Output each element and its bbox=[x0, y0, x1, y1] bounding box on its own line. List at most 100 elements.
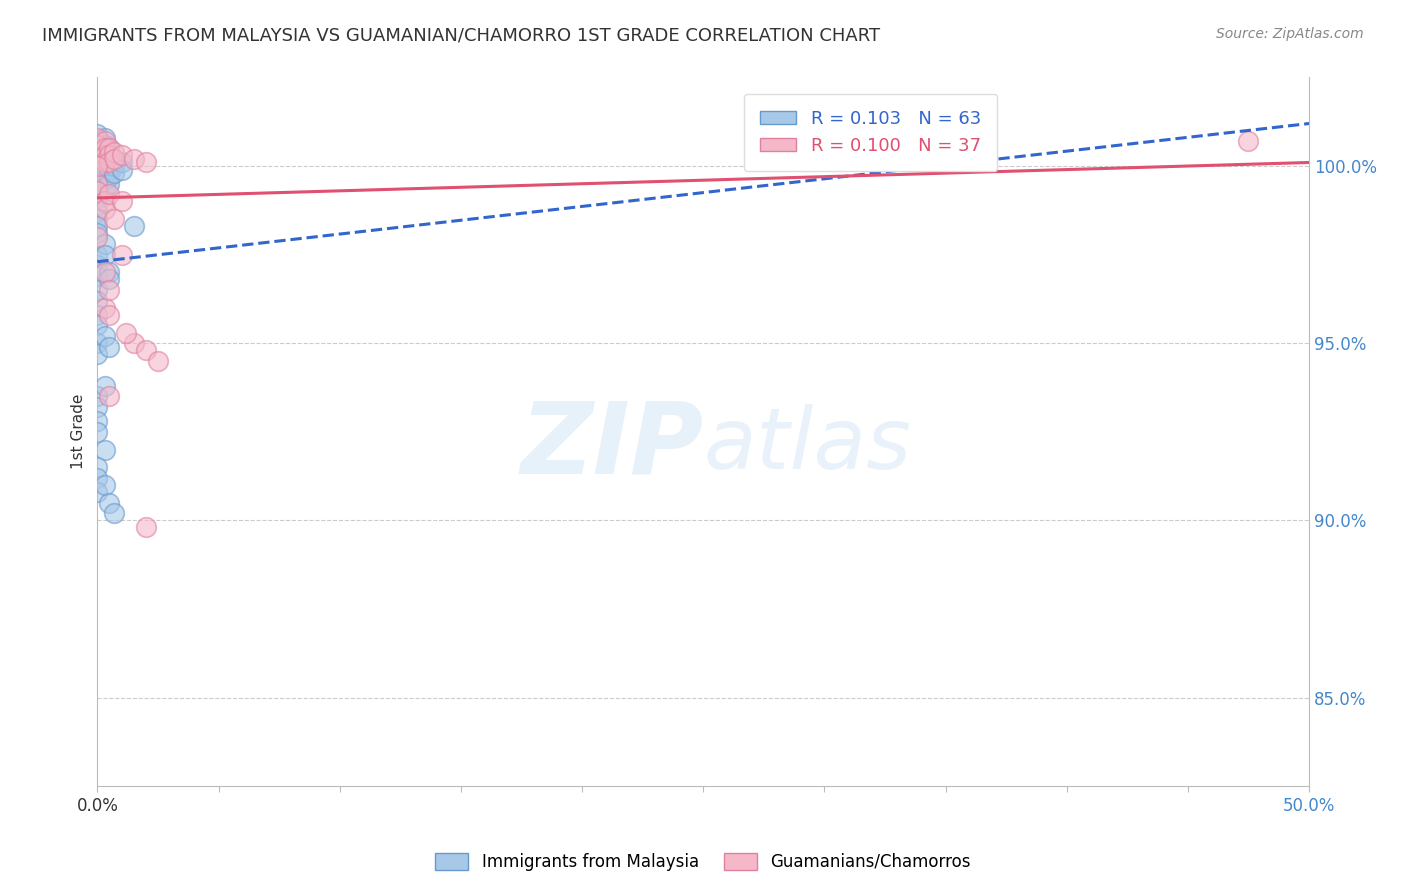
Point bbox=[98, 308, 121, 322]
Point bbox=[86, 389, 108, 403]
Point bbox=[135, 343, 157, 358]
Point bbox=[86, 184, 108, 198]
Point bbox=[86, 137, 108, 152]
Point bbox=[86, 130, 108, 145]
Point bbox=[86, 414, 108, 428]
Point bbox=[86, 198, 108, 212]
Point bbox=[103, 212, 125, 227]
Point bbox=[98, 148, 121, 162]
Point bbox=[1237, 134, 1260, 148]
Point bbox=[146, 354, 169, 368]
Point bbox=[93, 301, 115, 315]
Point bbox=[93, 141, 115, 155]
Point bbox=[98, 265, 121, 279]
Point bbox=[93, 137, 115, 152]
Point bbox=[93, 202, 115, 216]
Text: ZIP: ZIP bbox=[520, 398, 703, 494]
Point bbox=[86, 227, 108, 241]
Point bbox=[86, 127, 108, 141]
Point bbox=[86, 177, 108, 191]
Point bbox=[93, 442, 115, 457]
Point bbox=[135, 520, 157, 534]
Y-axis label: 1st Grade: 1st Grade bbox=[72, 394, 86, 469]
Point bbox=[98, 389, 121, 403]
Point bbox=[98, 155, 121, 169]
Point bbox=[98, 340, 121, 354]
Point bbox=[86, 159, 108, 173]
Point bbox=[93, 134, 115, 148]
Point bbox=[86, 155, 108, 169]
Point bbox=[98, 162, 121, 177]
Point bbox=[86, 471, 108, 485]
Point bbox=[86, 283, 108, 297]
Point bbox=[98, 155, 121, 169]
Point bbox=[93, 173, 115, 187]
Point bbox=[110, 155, 132, 169]
Point bbox=[115, 326, 138, 340]
Point bbox=[103, 152, 125, 166]
Point bbox=[86, 152, 108, 166]
Point bbox=[86, 258, 108, 272]
Point bbox=[86, 308, 108, 322]
Point bbox=[93, 155, 115, 169]
Point bbox=[110, 148, 132, 162]
Point bbox=[86, 247, 108, 261]
Text: Source: ZipAtlas.com: Source: ZipAtlas.com bbox=[1216, 27, 1364, 41]
Point bbox=[86, 134, 108, 148]
Point bbox=[122, 152, 145, 166]
Point bbox=[93, 130, 115, 145]
Point bbox=[86, 400, 108, 414]
Point bbox=[135, 155, 157, 169]
Point bbox=[98, 283, 121, 297]
Point bbox=[86, 205, 108, 219]
Point bbox=[93, 237, 115, 252]
Point bbox=[122, 219, 145, 234]
Point bbox=[93, 180, 115, 194]
Point bbox=[98, 148, 121, 162]
Point bbox=[86, 141, 108, 155]
Point bbox=[98, 187, 121, 202]
Point bbox=[86, 268, 108, 283]
Point bbox=[103, 159, 125, 173]
Point bbox=[86, 460, 108, 475]
Point bbox=[93, 265, 115, 279]
Point bbox=[103, 152, 125, 166]
Point bbox=[86, 318, 108, 333]
Point bbox=[86, 293, 108, 308]
Point bbox=[110, 247, 132, 261]
Legend: R = 0.103   N = 63, R = 0.100   N = 37: R = 0.103 N = 63, R = 0.100 N = 37 bbox=[744, 94, 997, 171]
Point bbox=[86, 148, 108, 162]
Point bbox=[86, 485, 108, 500]
Point bbox=[86, 212, 108, 227]
Point bbox=[93, 378, 115, 392]
Point bbox=[86, 169, 108, 184]
Point bbox=[122, 336, 145, 351]
Text: atlas: atlas bbox=[703, 404, 911, 487]
Point bbox=[93, 145, 115, 159]
Point bbox=[98, 496, 121, 510]
Point bbox=[98, 169, 121, 184]
Point bbox=[93, 152, 115, 166]
Point bbox=[86, 177, 108, 191]
Point bbox=[86, 425, 108, 439]
Legend: Immigrants from Malaysia, Guamanians/Chamorros: Immigrants from Malaysia, Guamanians/Cha… bbox=[426, 845, 980, 880]
Point bbox=[103, 506, 125, 520]
Text: IMMIGRANTS FROM MALAYSIA VS GUAMANIAN/CHAMORRO 1ST GRADE CORRELATION CHART: IMMIGRANTS FROM MALAYSIA VS GUAMANIAN/CH… bbox=[42, 27, 880, 45]
Point bbox=[86, 347, 108, 361]
Point bbox=[86, 219, 108, 234]
Point bbox=[110, 194, 132, 209]
Point bbox=[103, 166, 125, 180]
Point bbox=[110, 162, 132, 177]
Point bbox=[103, 145, 125, 159]
Point bbox=[98, 177, 121, 191]
Point bbox=[86, 184, 108, 198]
Point bbox=[86, 145, 108, 159]
Point bbox=[93, 194, 115, 209]
Point bbox=[98, 141, 121, 155]
Point bbox=[86, 162, 108, 177]
Point bbox=[93, 329, 115, 343]
Point bbox=[93, 166, 115, 180]
Point bbox=[86, 230, 108, 244]
Point bbox=[98, 141, 121, 155]
Point bbox=[86, 191, 108, 205]
